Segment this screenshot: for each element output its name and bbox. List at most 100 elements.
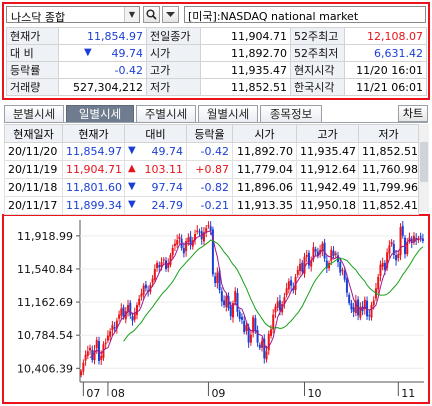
quote-label: 등락률 bbox=[6, 61, 59, 79]
table-row[interactable]: 20/11/17 11,899.34 ▼ 24.79 -0.21 11,913.3… bbox=[4, 196, 419, 215]
candle-body bbox=[285, 288, 288, 295]
quote-label: 전일종가 bbox=[146, 27, 201, 45]
candle-body bbox=[325, 260, 328, 269]
quote-row: 거래량 527,304,212 저가 11,852.51 한국시각 11/21 … bbox=[6, 78, 427, 96]
candle-body bbox=[339, 262, 342, 273]
candle-body bbox=[189, 236, 192, 245]
row-change-value: 24.79 bbox=[151, 199, 184, 212]
candle-body bbox=[89, 347, 92, 351]
candle-body bbox=[332, 250, 335, 256]
quote-label: 거래량 bbox=[6, 78, 59, 96]
candle-body bbox=[216, 272, 219, 284]
index-name: 나스닥 종합 bbox=[11, 11, 66, 24]
candle-body bbox=[214, 276, 217, 284]
candle-body bbox=[296, 269, 299, 275]
candle-body bbox=[348, 294, 351, 304]
row-rate: -0.82 bbox=[186, 178, 233, 197]
x-tick-label: 10 bbox=[307, 387, 321, 400]
candle-body bbox=[287, 281, 290, 290]
dropdown-icon[interactable] bbox=[162, 6, 179, 23]
quote-label: 대 비 bbox=[6, 44, 59, 62]
table-row[interactable]: 20/11/18 11,801.60 ▼ 97.74 -0.82 11,896.0… bbox=[4, 178, 419, 197]
candle-body bbox=[334, 253, 337, 255]
candle-body bbox=[305, 255, 308, 257]
candle-body bbox=[187, 237, 190, 243]
row-high: 11,950.18 bbox=[296, 196, 359, 215]
row-change: ▼ 49.74 bbox=[124, 142, 187, 161]
candle-body bbox=[272, 314, 275, 330]
candle-body bbox=[312, 247, 315, 260]
row-change-value: 97.74 bbox=[151, 181, 184, 194]
x-tick-label: 08 bbox=[111, 387, 125, 400]
candle-body bbox=[194, 234, 197, 241]
candle-body bbox=[401, 225, 404, 236]
row-price: 11,801.60 bbox=[62, 178, 125, 197]
quote-row: 등락률 -0.42 고가 11,935.47 현지시각 11/20 16:01 bbox=[6, 61, 427, 79]
up-arrow-icon: ▲ bbox=[128, 163, 136, 174]
candle-body bbox=[176, 240, 179, 245]
index-select[interactable]: 나스닥 종합 ▼ bbox=[6, 6, 140, 24]
y-tick-label: 11,918.99 bbox=[17, 230, 73, 243]
market-name: [미국]:NASDAQ national market bbox=[184, 6, 426, 23]
candle-body bbox=[95, 339, 98, 349]
candle-body bbox=[173, 243, 176, 246]
ma-long-line bbox=[123, 239, 424, 342]
candle-body bbox=[412, 235, 415, 242]
candle-body bbox=[399, 227, 402, 256]
row-high: 11,942.49 bbox=[296, 178, 359, 197]
tab-info[interactable]: 종목정보 bbox=[260, 105, 322, 122]
candle-body bbox=[129, 302, 132, 316]
col-low: 저가 bbox=[358, 124, 419, 143]
tab-weekly[interactable]: 주별시세 bbox=[136, 105, 196, 122]
candle-body bbox=[245, 325, 248, 332]
candle-body bbox=[321, 243, 324, 251]
candle-body bbox=[395, 255, 398, 261]
local-time: 11/20 16:01 bbox=[344, 61, 427, 79]
candle-body bbox=[93, 350, 96, 361]
candle-body bbox=[265, 351, 268, 360]
candle-body bbox=[377, 276, 380, 290]
row-date: 20/11/19 bbox=[4, 160, 63, 179]
candle-body bbox=[383, 262, 386, 270]
row-open: 11,896.06 bbox=[232, 178, 297, 197]
candle-body bbox=[169, 255, 172, 266]
candle-body bbox=[345, 278, 348, 293]
row-low: 11,799.96 bbox=[358, 178, 419, 197]
52w-low: 6,631.42 bbox=[344, 44, 427, 62]
candle-body bbox=[207, 225, 210, 227]
table-row[interactable]: 20/11/19 11,904.71 ▲ 103.11 +0.87 11,779.… bbox=[4, 160, 419, 179]
tab-monthly[interactable]: 월별시세 bbox=[198, 105, 258, 122]
chevron-down-icon[interactable]: ▼ bbox=[124, 7, 139, 22]
row-change-value: 49.74 bbox=[151, 145, 184, 158]
candle-body bbox=[388, 245, 391, 254]
col-high: 고가 bbox=[296, 124, 359, 143]
scrollbar-thumb[interactable] bbox=[420, 142, 428, 182]
candle-body bbox=[160, 262, 163, 268]
candle-body bbox=[151, 278, 154, 283]
candle-body bbox=[350, 303, 353, 310]
row-low: 11,852.41 bbox=[358, 196, 419, 215]
tab-daily[interactable]: 일별시세 bbox=[66, 105, 134, 122]
change-cell: ▼ 49.74 bbox=[58, 44, 147, 62]
search-icon[interactable] bbox=[143, 6, 160, 23]
quote-panel-highlight bbox=[2, 2, 430, 100]
col-change: 대비 bbox=[124, 124, 187, 143]
candle-body bbox=[247, 327, 250, 343]
candle-body bbox=[299, 263, 302, 271]
col-date: 현재일자 bbox=[4, 124, 63, 143]
candle-body bbox=[234, 290, 237, 303]
candle-body bbox=[122, 307, 125, 318]
x-tick-label: 07 bbox=[86, 387, 100, 400]
candle-body bbox=[82, 362, 85, 372]
tab-minute[interactable]: 분별시세 bbox=[4, 105, 64, 122]
candle-body bbox=[386, 252, 389, 268]
table-row[interactable]: 20/11/20 11,854.97 ▼ 49.74 -0.42 11,892.7… bbox=[4, 142, 419, 161]
row-price: 11,899.34 bbox=[62, 196, 125, 215]
prev-close: 11,904.71 bbox=[200, 27, 291, 45]
chart-button[interactable]: 차트 bbox=[398, 105, 428, 122]
candle-body bbox=[84, 354, 87, 361]
table-scrollbar[interactable] bbox=[418, 124, 429, 212]
candle-body bbox=[220, 291, 223, 302]
row-date: 20/11/18 bbox=[4, 178, 63, 197]
x-tick-label: 11 bbox=[401, 387, 415, 400]
